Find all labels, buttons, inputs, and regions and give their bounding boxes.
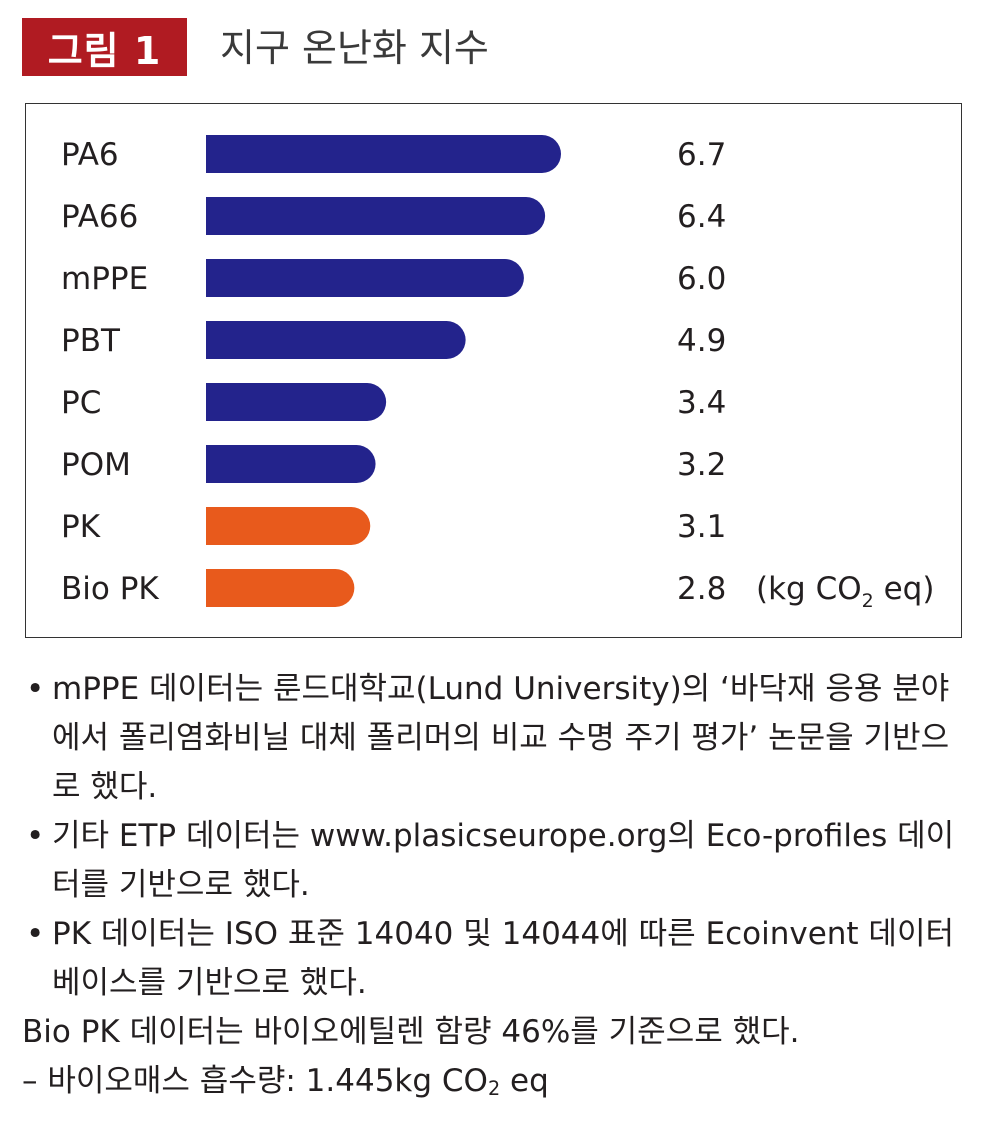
unit-label: (kg CO2 eq) [756, 571, 934, 612]
category-label: POM [61, 447, 131, 483]
value-label: 6.4 [677, 199, 726, 235]
value-label: 6.0 [677, 261, 726, 297]
note-pk-text: PK 데이터는 ISO 표준 14040 및 14044에 따른 Ecoinve… [52, 916, 954, 1001]
category-label: mPPE [61, 261, 148, 297]
note-biomass-absorption: – 바이오매스 흡수량: 1.445kg CO2 eq [22, 1057, 967, 1113]
notes-section: • mPPE 데이터는 룬드대학교(Lund University)의 ‘바닥재… [22, 665, 967, 1113]
note-mppe: • mPPE 데이터는 룬드대학교(Lund University)의 ‘바닥재… [22, 665, 967, 812]
bar-pa66 [206, 197, 546, 235]
bar-mppe [206, 259, 524, 297]
bar-pa6 [206, 135, 561, 173]
value-label: 2.8 [677, 571, 726, 607]
category-label: PA66 [61, 199, 138, 235]
bar-pom [206, 445, 376, 483]
absorption-prefix: – 바이오매스 흡수량: 1.445kg CO [22, 1063, 488, 1099]
bullet-mark: • [26, 916, 45, 952]
value-label: 4.9 [677, 323, 726, 359]
figure-title: 지구 온난화 지수 [220, 26, 489, 70]
bar-pk [206, 507, 371, 545]
gwp-bar-chart: PA6 6.7 PA66 6.4 mPPE 6.0 PBT 4.9 PC 3.4 POM 3.2 PK 3… [61, 135, 934, 612]
chart-frame: PA6 6.7 PA66 6.4 mPPE 6.0 PBT 4.9 PC 3.4 POM 3.2 PK 3… [25, 103, 962, 638]
note-pk: • PK 데이터는 ISO 표준 14040 및 14044에 따른 Ecoin… [22, 910, 967, 1008]
category-label: PBT [61, 323, 121, 359]
bar-pc [206, 383, 387, 421]
value-label: 6.7 [677, 137, 726, 173]
note-etp-text: 기타 ETP 데이터는 www.plasicseurope.org의 Eco-p… [52, 818, 955, 903]
absorption-suffix: eq [500, 1063, 549, 1099]
value-label: 3.2 [677, 447, 726, 483]
bullet-mark: • [26, 671, 45, 707]
note-etp: • 기타 ETP 데이터는 www.plasicseurope.org의 Eco… [22, 812, 967, 910]
category-label: PC [61, 385, 101, 421]
note-mppe-text: mPPE 데이터는 룬드대학교(Lund University)의 ‘바닥재 응… [52, 671, 950, 805]
category-label: Bio PK [61, 571, 159, 607]
value-label: 3.1 [677, 509, 726, 545]
bar-bio-pk [206, 569, 355, 607]
absorption-subscript: 2 [487, 1076, 501, 1100]
bar-pbt [206, 321, 466, 359]
figure-label-badge: 그림 1 [22, 18, 187, 76]
value-label: 3.4 [677, 385, 726, 421]
category-label: PK [61, 509, 101, 545]
bullet-mark: • [26, 818, 45, 854]
figure-label: 그림 1 [47, 28, 162, 73]
category-label: PA6 [61, 137, 119, 173]
note-bio-pk: Bio PK 데이터는 바이오에틸렌 함량 46%를 기준으로 했다. [22, 1014, 800, 1050]
